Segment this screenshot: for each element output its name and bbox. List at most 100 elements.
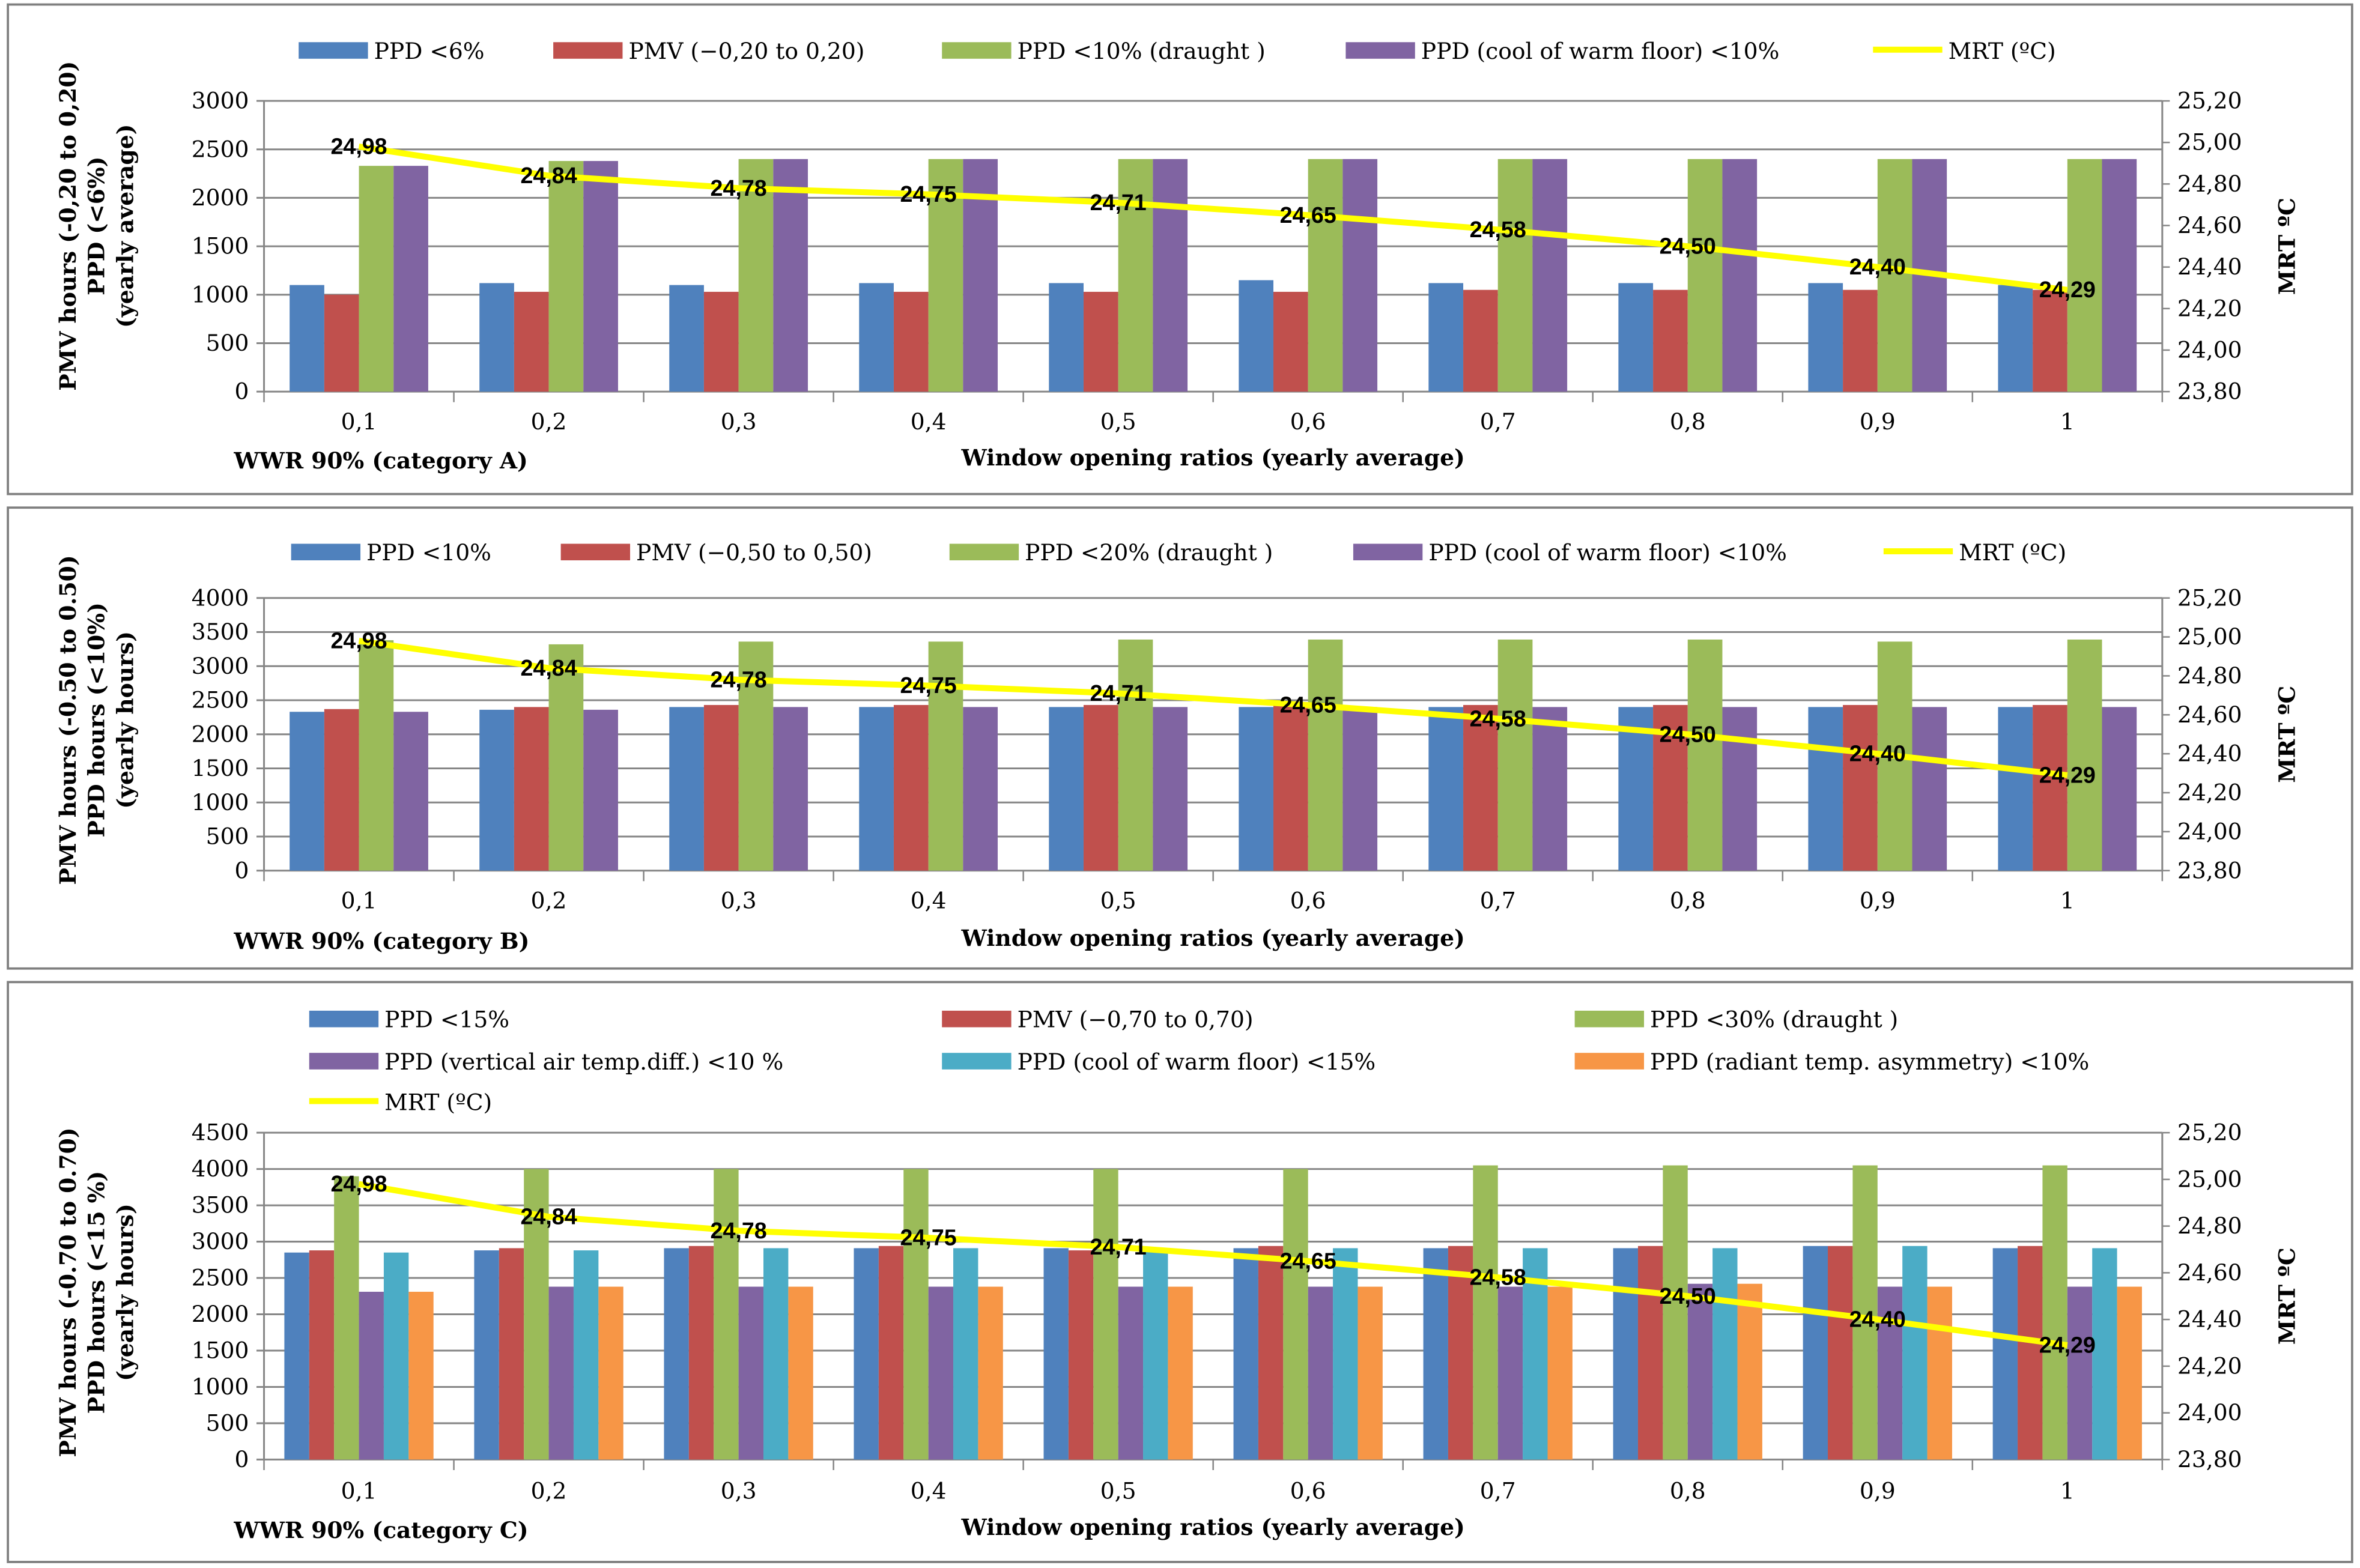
- bar-green: [1308, 159, 1343, 392]
- x-tick-label: 0,1: [341, 1478, 377, 1504]
- mrt-data-label: 24,29: [2039, 1332, 2096, 1357]
- bar-green: [334, 1176, 359, 1460]
- y-tick-label: 1000: [192, 281, 249, 307]
- y-tick-label: 500: [206, 1409, 249, 1436]
- y2-tick-label: 23,80: [2177, 857, 2242, 883]
- y2-tick-label: 24,00: [2177, 337, 2242, 363]
- bar-blue: [1428, 707, 1464, 871]
- y-tick-label: 2500: [192, 687, 249, 713]
- bar-blue: [1239, 280, 1274, 392]
- y2-tick-label: 24,40: [2177, 1306, 2242, 1333]
- chart-panel-3: 0 500 1000 1500 2000 2500 3000 3500 4000 4500 23,8…: [7, 981, 2353, 1563]
- bar-green: [2042, 1165, 2067, 1460]
- bar-green: [359, 640, 394, 871]
- bar-cyan: [1143, 1250, 1168, 1460]
- legend-swatch-red: [560, 543, 631, 561]
- bar-blue: [859, 283, 894, 392]
- x-tick-label: 0,7: [1480, 1478, 1516, 1504]
- bar-red: [2033, 704, 2067, 871]
- y-axis-title-line: PMV hours (-0.50 to 0.50): [55, 555, 81, 885]
- bar-purple: [928, 1286, 954, 1460]
- bar-orange: [1168, 1286, 1193, 1460]
- x-tick-label: 0,6: [1290, 408, 1326, 435]
- legend-label: PPD (vertical air temp.diff.) <10 %: [384, 1049, 783, 1075]
- x-tick-label: 0,9: [1860, 887, 1896, 913]
- mrt-data-label: 24,75: [900, 1225, 957, 1250]
- y2-tick-label: 24,20: [2177, 295, 2242, 321]
- mrt-data-label: 24,58: [1470, 1265, 1526, 1290]
- y2-tick-label: 24,20: [2177, 779, 2242, 806]
- bar-red: [1273, 704, 1308, 871]
- x-tick-label: 0,5: [1100, 408, 1136, 435]
- mrt-data-label: 24,29: [2039, 277, 2096, 302]
- mrt-data-label: 24,40: [1849, 1307, 1906, 1332]
- y-tick-label: 0: [235, 1446, 249, 1473]
- bar-purple: [2067, 1286, 2093, 1460]
- y-axis-title-line: (yearly hours): [112, 1203, 138, 1381]
- bar-red: [1083, 704, 1118, 871]
- mrt-data-label: 24,78: [711, 1218, 767, 1243]
- legend-swatch-cyan: [942, 1053, 1012, 1070]
- x-tick-label: 0,9: [1860, 408, 1896, 435]
- y-tick-label: 1000: [192, 1373, 249, 1400]
- y2-tick-label: 25,20: [2177, 1119, 2242, 1146]
- bar-green: [1663, 1165, 1688, 1460]
- bar-red: [1843, 704, 1878, 871]
- legend-label: PPD <30% (draught ): [1650, 1006, 1898, 1033]
- bar-red: [1448, 1246, 1473, 1460]
- bar-cyan: [2092, 1248, 2117, 1460]
- bar-green: [1093, 1169, 1118, 1460]
- y2-tick-label: 24,60: [2177, 701, 2242, 728]
- y-tick-label: 3500: [192, 1192, 249, 1218]
- x-tick-label: 0,2: [531, 887, 567, 913]
- bar-blue: [1049, 283, 1084, 392]
- x-tick-label: 0,1: [341, 887, 377, 913]
- category-label: WWR 90% (category B): [233, 928, 529, 954]
- chart-panel-1: 0 500 1000 1500 2000 2500 3000 23,80 24,00 24,20 2…: [7, 3, 2353, 495]
- x-tick-label: 1: [2060, 408, 2075, 435]
- bar-orange: [408, 1292, 434, 1460]
- bar-purple: [359, 1292, 384, 1460]
- x-tick-label: 0,2: [531, 408, 567, 435]
- bar-red: [1653, 289, 1688, 392]
- chart-panel-2: 0 500 1000 1500 2000 2500 3000 3500 4000 23,80 24,…: [7, 506, 2353, 970]
- bar-purple: [1342, 707, 1378, 871]
- mrt-data-label: 24,84: [521, 655, 577, 680]
- legend-label: MRT (ºC): [384, 1089, 492, 1116]
- x-tick-label: 0,8: [1670, 408, 1706, 435]
- bar-red: [703, 291, 739, 392]
- legend-swatch-red: [553, 42, 623, 59]
- legend-label: PMV (−0,50 to 0,50): [636, 539, 872, 566]
- bar-blue: [1803, 1246, 1828, 1460]
- bar-red: [893, 291, 929, 392]
- bar-green: [1497, 639, 1533, 871]
- bar-blue: [1043, 1248, 1069, 1460]
- x-axis-title: Window opening ratios (yearly average): [961, 444, 1465, 471]
- bar-red: [324, 709, 359, 871]
- y2-tick-label: 24,60: [2177, 212, 2242, 238]
- x-tick-label: 0,5: [1100, 887, 1136, 913]
- category-label: WWR 90% (category A): [233, 447, 527, 474]
- bar-blue: [669, 707, 704, 871]
- bar-red: [1843, 289, 1878, 392]
- bar-purple: [1153, 707, 1188, 871]
- y-tick-label: 0: [235, 857, 249, 883]
- mrt-data-label: 24,78: [711, 667, 767, 692]
- x-tick-label: 1: [2060, 887, 2075, 913]
- mrt-data-label: 24,84: [521, 163, 577, 188]
- bar-green: [359, 166, 394, 392]
- mrt-data-label: 24,58: [1470, 217, 1526, 242]
- bar-red: [2018, 1246, 2043, 1460]
- x-tick-label: 0,4: [911, 408, 947, 435]
- mrt-line: [358, 638, 2068, 778]
- bar-purple: [1497, 1286, 1523, 1460]
- bar-green: [1473, 1165, 1498, 1460]
- x-tick-label: 0,1: [341, 408, 377, 435]
- legend-label: MRT (ºC): [1959, 539, 2066, 566]
- mrt-data-label: 24,98: [330, 134, 387, 159]
- y-tick-label: 2500: [192, 1265, 249, 1291]
- y2-tick-label: 24,00: [2177, 1399, 2242, 1426]
- x-tick-label: 0,7: [1480, 408, 1516, 435]
- bar-red: [1637, 1246, 1663, 1460]
- bar-purple: [1722, 159, 1758, 392]
